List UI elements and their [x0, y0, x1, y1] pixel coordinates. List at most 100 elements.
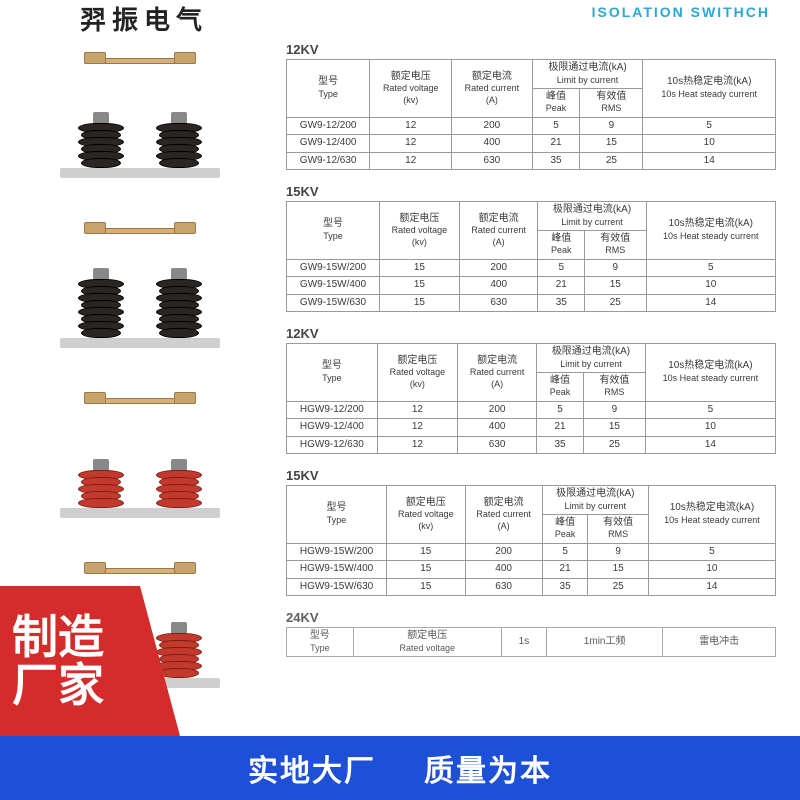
col-1min: 1min工频 — [546, 628, 662, 657]
table-row: GW9-12/63012630352514 — [287, 152, 776, 170]
cell-rms: 25 — [583, 436, 645, 454]
col-type: 型号Type — [287, 60, 370, 118]
product-image — [40, 216, 240, 356]
col-current: 额定电流Rated current(A) — [458, 344, 537, 402]
cell-peak: 35 — [538, 294, 585, 312]
cell-heat: 5 — [648, 543, 775, 561]
spec-section: 15KV 型号Type额定电压Rated voltage(kv)额定电流Rated… — [286, 184, 776, 312]
cell-rms: 25 — [588, 578, 648, 596]
table-row: GW9-15W/63015630352514 — [287, 294, 776, 312]
cell-type: HGW9-12/630 — [287, 436, 378, 454]
col-heat: 10s热稳定电流(kA)10s Heat steady current — [643, 60, 776, 118]
cell-heat: 10 — [645, 419, 775, 437]
header-brand: ISOLATION SWITHCH — [592, 4, 770, 20]
cell-kv: 15 — [387, 578, 465, 596]
cell-a: 200 — [458, 401, 537, 419]
cell-peak: 5 — [538, 259, 585, 277]
section-title: 24KV — [286, 610, 776, 625]
cell-a: 200 — [452, 117, 533, 135]
cell-type: GW9-15W/400 — [287, 277, 380, 295]
spec-section: 12KV 型号Type额定电压Rated voltage(kv)额定电流Rated… — [286, 326, 776, 454]
cell-peak: 21 — [537, 419, 584, 437]
cell-kv: 12 — [370, 135, 452, 153]
spec-table: 型号Type额定电压Rated voltage(kv)额定电流Rated cur… — [286, 59, 776, 170]
page-header: 羿振电气 ISOLATION SWITHCH — [0, 0, 800, 36]
col-rms: 有效值RMS — [580, 88, 643, 117]
cell-type: HGW9-12/200 — [287, 401, 378, 419]
cell-heat: 14 — [646, 294, 775, 312]
col-peak: 峰值Peak — [538, 230, 585, 259]
cell-peak: 5 — [532, 117, 580, 135]
table-row: GW9-15W/20015200595 — [287, 259, 776, 277]
cell-type: HGW9-15W/200 — [287, 543, 387, 561]
col-peak: 峰值Peak — [532, 88, 580, 117]
col-heat: 10s热稳定电流(kA)10s Heat steady current — [648, 486, 775, 544]
spec-table: 型号Type额定电压Rated voltage1s1min工频雷电冲击 — [286, 627, 776, 657]
cell-rms: 25 — [585, 294, 647, 312]
col-rms: 有效值RMS — [588, 514, 648, 543]
cell-peak: 5 — [537, 401, 584, 419]
cell-heat: 10 — [648, 561, 775, 579]
cell-heat: 5 — [646, 259, 775, 277]
cell-a: 400 — [452, 135, 533, 153]
section-title: 12KV — [286, 326, 776, 341]
table-row: GW9-12/20012200595 — [287, 117, 776, 135]
table-row: GW9-15W/40015400211510 — [287, 277, 776, 295]
cell-peak: 5 — [542, 543, 588, 561]
cell-a: 630 — [465, 578, 542, 596]
spec-section: 15KV 型号Type额定电压Rated voltage(kv)额定电流Rated… — [286, 468, 776, 596]
spec-table: 型号Type额定电压Rated voltage(kv)额定电流Rated cur… — [286, 201, 776, 312]
cell-a: 630 — [458, 436, 537, 454]
cell-type: HGW9-12/400 — [287, 419, 378, 437]
cell-rms: 9 — [588, 543, 648, 561]
spec-table: 型号Type额定电压Rated voltage(kv)额定电流Rated cur… — [286, 485, 776, 596]
col-voltage: 额定电压Rated voltage — [353, 628, 501, 657]
col-1s: 1s — [501, 628, 546, 657]
cell-heat: 14 — [643, 152, 776, 170]
table-row: GW9-12/40012400211510 — [287, 135, 776, 153]
cell-a: 200 — [465, 543, 542, 561]
cell-peak: 35 — [537, 436, 584, 454]
cell-heat: 10 — [643, 135, 776, 153]
col-rms: 有效值RMS — [585, 230, 647, 259]
cell-type: GW9-12/630 — [287, 152, 370, 170]
cell-type: HGW9-15W/630 — [287, 578, 387, 596]
cell-heat: 14 — [648, 578, 775, 596]
cell-rms: 9 — [583, 401, 645, 419]
col-current: 额定电流Rated current(A) — [465, 486, 542, 544]
maker-badge: 制造 厂家 — [0, 586, 140, 736]
col-limit: 极限通过电流(kA)Limit by current — [537, 344, 646, 373]
col-type: 型号Type — [287, 202, 380, 260]
cell-peak: 35 — [542, 578, 588, 596]
col-peak: 峰值Peak — [542, 514, 588, 543]
spec-table: 型号Type额定电压Rated voltage(kv)额定电流Rated cur… — [286, 343, 776, 454]
section-title: 15KV — [286, 468, 776, 483]
cell-kv: 15 — [387, 561, 465, 579]
cell-peak: 21 — [538, 277, 585, 295]
spec-tables-column: 12KV 型号Type额定电压Rated voltage(kv)额定电流Rated… — [280, 36, 800, 736]
cell-kv: 12 — [370, 152, 452, 170]
cell-rms: 9 — [580, 117, 643, 135]
col-type: 型号Type — [287, 486, 387, 544]
cell-kv: 12 — [377, 401, 457, 419]
cell-rms: 15 — [580, 135, 643, 153]
section-title: 12KV — [286, 42, 776, 57]
header-left-text: 羿振电气 — [80, 0, 208, 37]
section-title: 15KV — [286, 184, 776, 199]
cell-kv: 12 — [377, 436, 457, 454]
cell-type: GW9-12/200 — [287, 117, 370, 135]
cell-kv: 15 — [379, 277, 459, 295]
table-row: HGW9-15W/40015400211510 — [287, 561, 776, 579]
product-image — [40, 46, 240, 186]
cell-rms: 9 — [585, 259, 647, 277]
cell-kv: 12 — [370, 117, 452, 135]
cell-kv: 15 — [379, 259, 459, 277]
table-row: HGW9-15W/20015200595 — [287, 543, 776, 561]
table-row: HGW9-12/63012630352514 — [287, 436, 776, 454]
cell-a: 400 — [458, 419, 537, 437]
cell-a: 630 — [459, 294, 538, 312]
footer-right: 质量为本 — [424, 746, 552, 790]
cell-heat: 10 — [646, 277, 775, 295]
col-current: 额定电流Rated current(A) — [452, 60, 533, 118]
col-type: 型号Type — [287, 628, 354, 657]
